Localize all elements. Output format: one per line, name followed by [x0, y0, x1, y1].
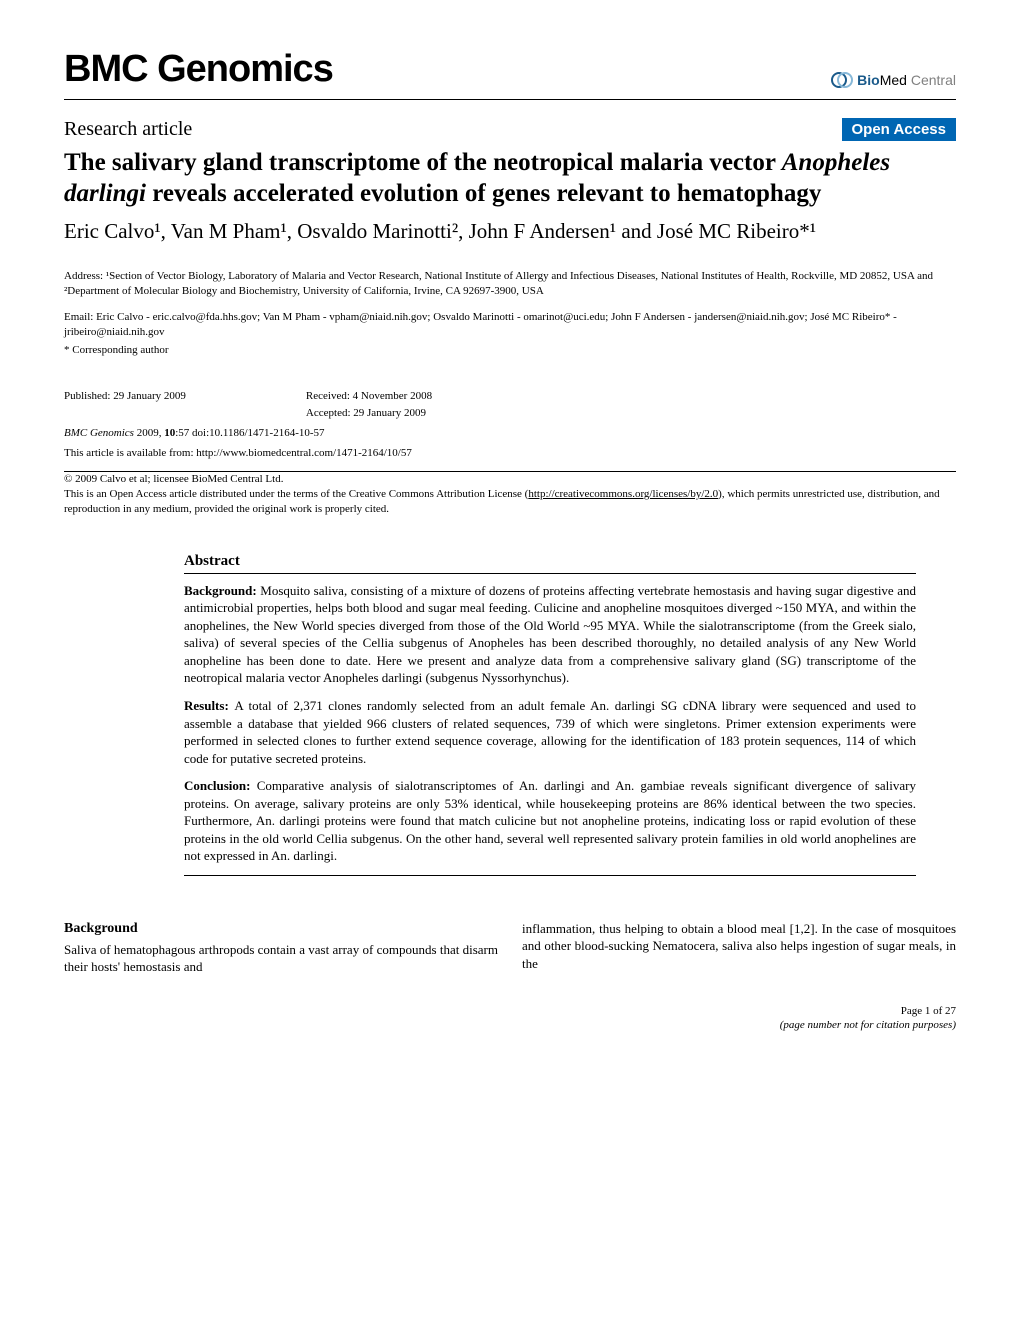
emails: Email: Eric Calvo - eric.calvo@fda.hhs.g… — [64, 310, 956, 340]
page-footer: Page 1 of 27 (page number not for citati… — [64, 1004, 956, 1033]
published-date: Published: 29 January 2009 — [64, 388, 186, 421]
citation: BMC Genomics 2009, 10:57 doi:10.1186/147… — [64, 427, 956, 439]
biomed-logo-icon — [831, 69, 853, 91]
abstract-heading: Abstract — [184, 553, 916, 574]
page-number: Page 1 of 27 — [64, 1004, 956, 1018]
abstract-results: Results: A total of 2,371 clones randoml… — [184, 697, 916, 767]
copyright: © 2009 Calvo et al; licensee BioMed Cent… — [64, 472, 956, 517]
abstract-divider-bottom — [184, 875, 916, 876]
license-link[interactable]: http://creativecommons.org/licenses/by/2… — [528, 488, 718, 500]
body-text: Background Saliva of hematophagous arthr… — [64, 920, 956, 976]
received-accepted: Received: 4 November 2008 Accepted: 29 J… — [306, 388, 432, 421]
publisher-logo: BioMed Central — [831, 69, 956, 91]
article-url: This article is available from: http://w… — [64, 447, 956, 459]
abstract-conclusion: Conclusion: Comparative analysis of sial… — [184, 777, 916, 865]
corresponding-author: * Corresponding author — [64, 344, 956, 356]
background-heading: Background — [64, 920, 498, 939]
journal-name: BMC Genomics — [64, 48, 333, 91]
abstract-background: Background: Mosquito saliva, consisting … — [184, 582, 916, 687]
authors: Eric Calvo¹, Van M Pham¹, Osvaldo Marino… — [64, 218, 956, 245]
article-title: The salivary gland transcriptome of the … — [64, 147, 956, 210]
body-column-left: Background Saliva of hematophagous arthr… — [64, 920, 498, 976]
header-divider — [64, 99, 956, 100]
article-type-row: Research article Open Access — [64, 118, 956, 141]
abstract-section: Abstract Background: Mosquito saliva, co… — [184, 553, 916, 876]
header: BMC Genomics BioMed Central — [64, 48, 956, 91]
publisher-name: BioMed Central — [857, 72, 956, 88]
affiliations: Address: ¹Section of Vector Biology, Lab… — [64, 269, 956, 299]
open-access-badge: Open Access — [842, 118, 957, 141]
body-column-right: inflammation, thus helping to obtain a b… — [522, 920, 956, 976]
page-note: (page number not for citation purposes) — [64, 1018, 956, 1032]
article-type: Research article — [64, 118, 192, 141]
publication-info: Published: 29 January 2009 Received: 4 N… — [64, 388, 956, 421]
